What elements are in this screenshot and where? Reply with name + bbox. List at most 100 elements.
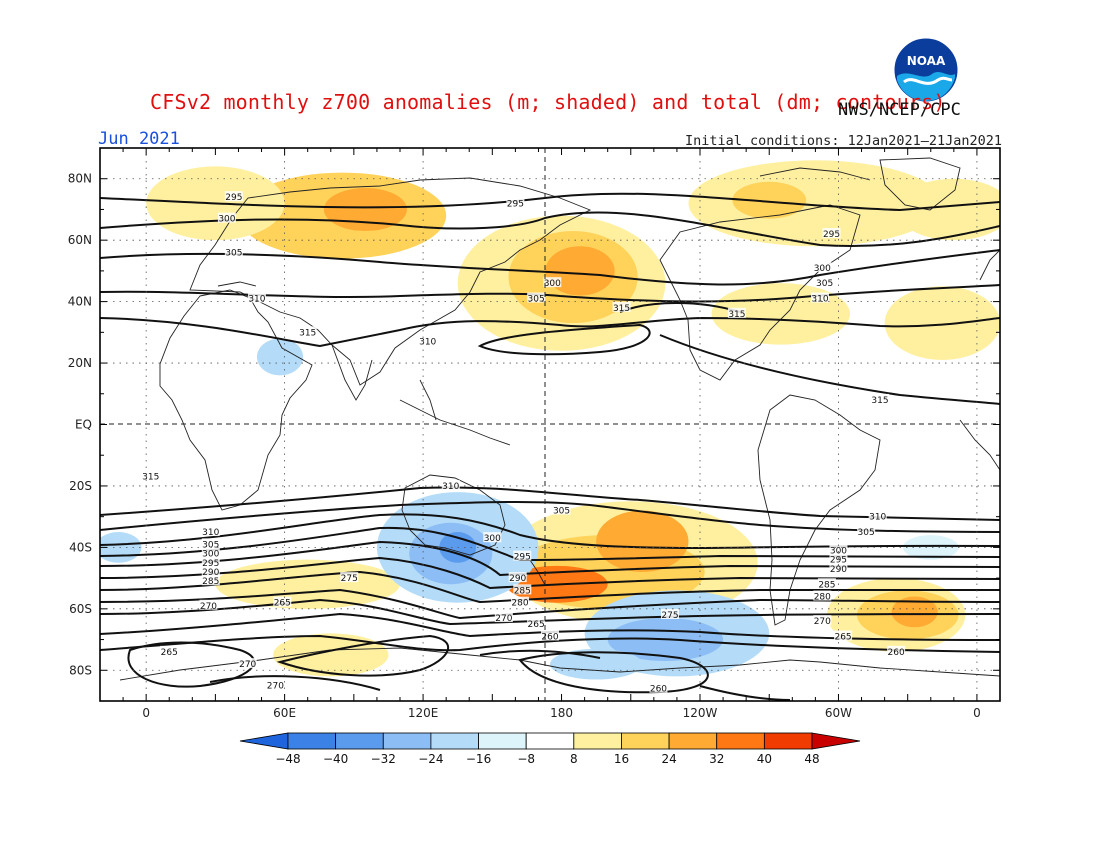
colorbar-label: −32 <box>371 752 396 766</box>
colorbar-box <box>382 732 432 750</box>
svg-text:260: 260 <box>650 685 667 695</box>
contour-label: 295 <box>513 550 532 563</box>
colorbar-box <box>573 732 622 750</box>
contour-label: 275 <box>340 572 359 584</box>
anomaly-region <box>732 181 807 219</box>
contour-label: 315 <box>141 470 160 483</box>
svg-text:265: 265 <box>161 648 178 658</box>
colorbar-box <box>478 732 527 750</box>
lon-label: 0 <box>142 706 150 720</box>
svg-text:270: 270 <box>200 602 217 612</box>
contour-label: 305 <box>224 246 243 258</box>
contour-label: 265 <box>160 645 179 658</box>
longitude-labels: 0 60E 120E 180 120W 60W 0 <box>142 706 980 720</box>
contour-label: 305 <box>552 504 571 517</box>
svg-text:305: 305 <box>816 279 833 289</box>
svg-text:295: 295 <box>225 193 242 203</box>
colorbar-arrow-right <box>811 732 861 750</box>
svg-text:315: 315 <box>299 328 316 338</box>
colorbar-box <box>716 732 765 750</box>
svg-text:265: 265 <box>528 620 545 630</box>
noaa-logo: NOAA <box>894 38 958 102</box>
svg-text:295: 295 <box>823 230 840 240</box>
contour-label: 310 <box>247 292 266 305</box>
anomaly-region <box>256 338 304 376</box>
svg-text:315: 315 <box>871 396 888 406</box>
lat-label: 80N <box>68 172 92 186</box>
colorbar-label: 48 <box>804 752 819 766</box>
svg-text:300: 300 <box>814 264 831 274</box>
svg-text:310: 310 <box>442 482 459 492</box>
svg-text:305: 305 <box>225 248 242 258</box>
contour-label: 310 <box>418 335 437 348</box>
lon-label: 120W <box>683 706 718 720</box>
svg-text:285: 285 <box>202 577 219 587</box>
contour-label: 310 <box>441 479 460 492</box>
anomaly-region <box>688 160 943 247</box>
svg-text:300: 300 <box>484 534 501 544</box>
anomaly-region <box>903 535 959 560</box>
contour-label: 265 <box>834 630 853 642</box>
page-title: CFSv2 monthly z700 anomalies (m; shaded)… <box>150 90 946 114</box>
contour-label: 275 <box>661 608 679 621</box>
colorbar-label: −16 <box>466 752 491 766</box>
contour-label: 270 <box>199 599 218 612</box>
contour-label: 300 <box>543 277 562 289</box>
contour-label: 270 <box>266 679 285 692</box>
lon-label: 60W <box>825 706 852 720</box>
colorbar-box <box>430 732 479 750</box>
svg-text:315: 315 <box>142 473 159 483</box>
svg-text:270: 270 <box>495 614 512 624</box>
svg-text:310: 310 <box>202 528 219 538</box>
gridlines <box>100 148 1000 701</box>
anomaly-region <box>596 510 689 572</box>
organization-label: NWS/NCEP/CPC <box>838 100 961 120</box>
colorbar-box <box>668 732 718 750</box>
contour-label: 300 <box>201 547 220 560</box>
contour-label: 290 <box>201 565 220 578</box>
svg-text:290: 290 <box>830 565 847 575</box>
contour-label: 300 <box>813 261 832 274</box>
colorbar-box <box>763 732 813 750</box>
svg-text:285: 285 <box>514 586 531 596</box>
contour-label: 305 <box>201 538 220 550</box>
contour-label: 305 <box>857 526 876 538</box>
contour-label: 260 <box>649 682 668 695</box>
colorbar-label: −24 <box>418 752 443 766</box>
axis-ticks <box>99 147 1001 702</box>
svg-text:305: 305 <box>553 507 570 517</box>
contour-label: 260 <box>541 630 559 642</box>
anomaly-region <box>896 178 1000 241</box>
contour-label: 310 <box>868 510 887 523</box>
colorbar-label: 32 <box>709 752 724 766</box>
contour-label: 315 <box>298 326 317 338</box>
colorbar-label: −48 <box>275 752 300 766</box>
svg-text:305: 305 <box>858 528 875 538</box>
svg-text:265: 265 <box>834 632 851 642</box>
colorbar: −48 −40 −32 −24 −16 −8 8 16 24 32 40 48 <box>239 732 861 766</box>
contour-label: 300 <box>483 532 502 544</box>
svg-text:310: 310 <box>419 338 436 348</box>
svg-text:270: 270 <box>267 682 284 692</box>
svg-text:285: 285 <box>818 580 835 590</box>
anomaly-region <box>891 596 938 628</box>
lat-label: 60N <box>68 233 92 247</box>
contour-label: 300 <box>217 212 236 225</box>
anomaly-region <box>884 286 1000 360</box>
svg-text:295: 295 <box>830 556 847 566</box>
contour-label: 315 <box>612 301 631 314</box>
lon-label: 180 <box>550 706 573 720</box>
contour-label: 310 <box>201 526 220 538</box>
lat-label: EQ <box>75 418 92 432</box>
lat-label: 20S <box>69 479 92 493</box>
colorbar-label: −8 <box>517 752 535 766</box>
forecast-period: Jun 2021 <box>98 129 180 149</box>
svg-text:315: 315 <box>613 304 630 314</box>
initial-conditions: Initial conditions: 12Jan2021–21Jan2021 <box>685 133 1002 149</box>
svg-text:280: 280 <box>814 593 831 603</box>
lat-label: 40S <box>69 540 92 554</box>
lon-label: 120E <box>408 706 439 720</box>
svg-text:260: 260 <box>888 648 905 658</box>
contour-label: 265 <box>527 618 546 630</box>
contour-label: 270 <box>238 658 257 670</box>
